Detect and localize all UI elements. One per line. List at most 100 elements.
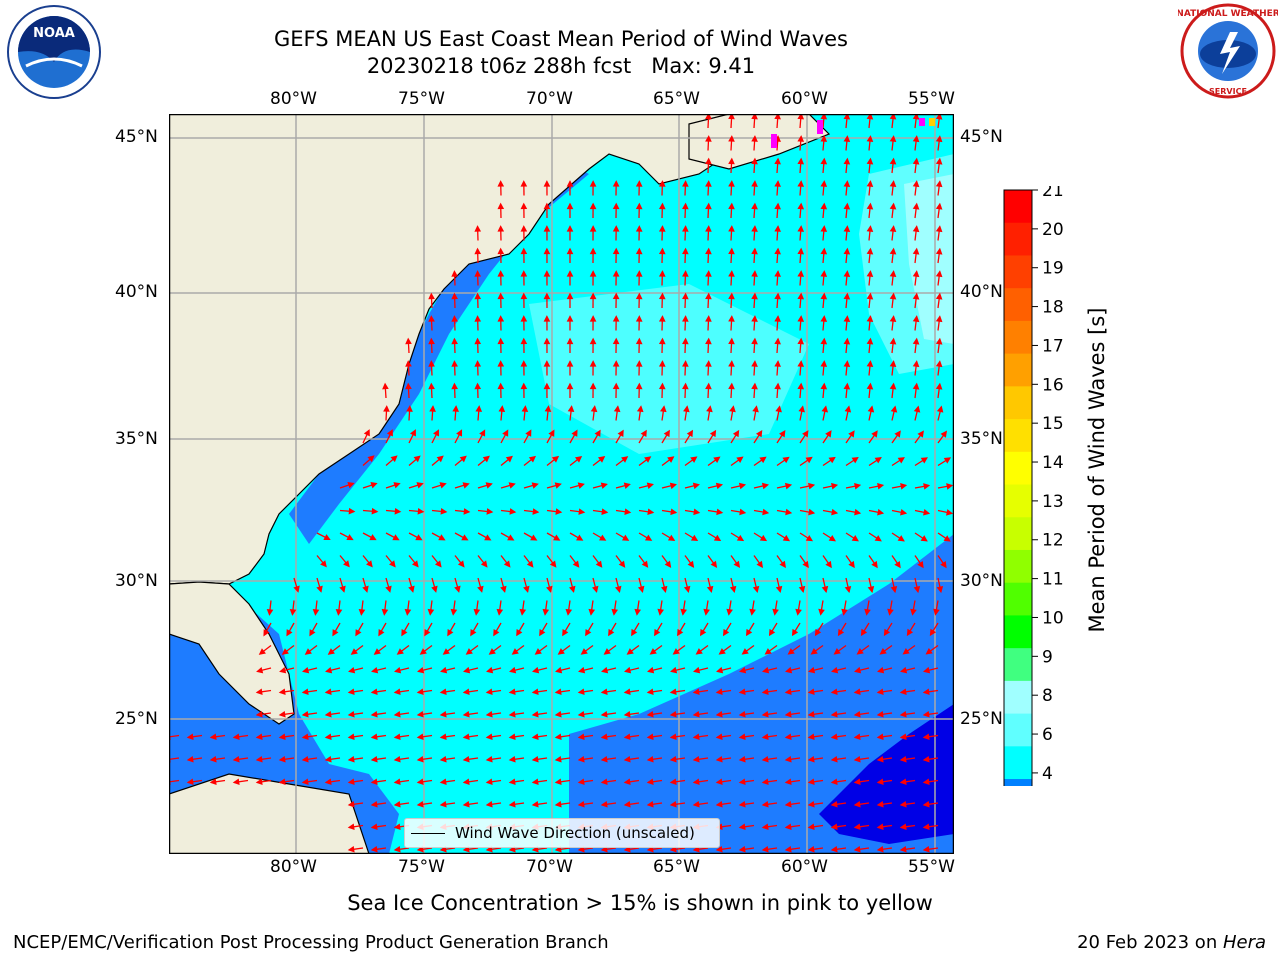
wave-arrow-head (853, 823, 861, 831)
wave-arrow-head (566, 337, 574, 345)
wave-arrow-head (866, 114, 874, 120)
wave-arrow-head (347, 845, 355, 853)
wave-arrow-head (693, 666, 701, 674)
wave-arrow-head (785, 666, 793, 674)
wave-arrow-head (682, 360, 689, 367)
wave-arrow-head (369, 534, 377, 541)
wave-arrow-head (936, 405, 944, 413)
lat-label-left: 25°N (115, 709, 158, 729)
wave-arrow-head (332, 629, 339, 637)
wave-arrow-head (543, 247, 551, 255)
wave-arrow-head (703, 608, 710, 616)
wave-arrow-head (451, 360, 458, 367)
wave-arrow-head (762, 666, 770, 674)
wave-arrow-head (749, 608, 756, 616)
wave-arrow-head (692, 688, 700, 696)
colorbar-label: Mean Period of Wind Waves [s] (1085, 307, 1109, 633)
wave-arrow-head (209, 778, 217, 786)
wave-arrow-head (554, 845, 562, 853)
wave-arrow-head (728, 270, 735, 277)
wave-arrow-head (853, 688, 861, 696)
colorbar-segment (1004, 288, 1032, 322)
wave-arrow-head (705, 225, 712, 232)
wave-arrow-head (705, 292, 712, 300)
wave-arrow-head (889, 114, 897, 120)
wave-arrow-head (543, 225, 551, 232)
wave-arrow-head (531, 755, 539, 763)
wave-arrow-head (484, 534, 492, 541)
wave-arrow-head (889, 157, 897, 165)
wave-arrow-head (370, 482, 378, 489)
wave-arrow-head (347, 710, 355, 718)
wave-arrow-head (682, 225, 689, 232)
wave-arrow-head (451, 382, 458, 390)
wave-arrow-head (520, 180, 528, 187)
wave-arrow-head (612, 292, 620, 300)
wave-arrow-head (301, 755, 309, 763)
wave-arrow-head (577, 800, 585, 808)
wave-arrow-head (687, 560, 695, 568)
wave-arrow-head (343, 560, 350, 568)
wave-arrow-head (899, 800, 907, 808)
colorbar-segment (1004, 549, 1032, 584)
land-nova-scotia (688, 114, 831, 170)
wave-arrow-head (440, 508, 448, 515)
wave-arrow-head (805, 534, 814, 542)
wave-arrow-head (324, 755, 332, 763)
wave-arrow-head (309, 629, 316, 637)
wave-arrow-head (493, 628, 500, 637)
wave-arrow-head (828, 534, 836, 542)
wave-arrow-head (278, 778, 286, 786)
wave-arrow-head (854, 482, 862, 490)
wave-arrow-head (439, 688, 447, 696)
wave-arrow-head (502, 429, 509, 437)
wave-arrow-head (488, 648, 496, 655)
wave-arrow-head (612, 225, 620, 232)
wave-arrow-head (521, 405, 529, 412)
wave-arrow-shaft (169, 779, 180, 783)
wave-arrow-head (876, 755, 884, 763)
wave-arrow-head (631, 628, 638, 637)
colorbar-tick-label: 14 (1042, 453, 1064, 473)
wave-arrow-head (912, 292, 920, 300)
wave-arrow-head (761, 845, 769, 853)
wave-arrow-head (657, 608, 664, 616)
wave-arrow-head (877, 508, 885, 516)
wave-arrow-head (393, 688, 401, 696)
wave-arrow-head (301, 733, 309, 741)
wave-arrow-head (566, 382, 574, 390)
wave-arrow-head (554, 800, 562, 808)
wave-arrow-head (531, 778, 539, 786)
wave-arrow-head (370, 778, 378, 786)
colorbar-tick-label: 19 (1042, 259, 1064, 279)
wave-arrow-head (669, 845, 677, 853)
wave-arrow-head (690, 534, 699, 541)
wave-arrow-head (774, 360, 781, 367)
lon-label-bottom: 70°W (526, 857, 573, 877)
lon-label-top: 60°W (781, 89, 828, 109)
wave-arrow-head (393, 733, 401, 741)
wave-arrow-head (509, 508, 517, 515)
wave-arrow-head (784, 755, 792, 763)
wave-arrow-head (946, 483, 954, 490)
wave-arrow-head (900, 508, 908, 516)
wave-arrow-head (348, 666, 356, 674)
wave-arrow-head (752, 405, 759, 413)
wave-arrow-head (761, 823, 769, 831)
wave-arrow-head (658, 180, 666, 187)
lat-label-right: 40°N (960, 282, 1003, 302)
wave-arrow-head (922, 733, 930, 741)
lon-label-top: 80°W (270, 89, 317, 109)
wave-arrow-head (613, 405, 621, 413)
wave-arrow-head (917, 430, 924, 438)
wave-arrow-head (186, 755, 194, 763)
wave-arrow-head (784, 800, 792, 808)
wave-arrow-head (520, 247, 528, 255)
wave-arrow-head (772, 608, 779, 616)
wave-arrow-head (566, 225, 574, 232)
wave-arrow-head (751, 292, 758, 300)
wave-arrow-head (943, 457, 952, 464)
legend-line-swatch (411, 832, 445, 834)
wave-arrow-head (912, 270, 920, 278)
wave-arrow-head (470, 629, 477, 637)
